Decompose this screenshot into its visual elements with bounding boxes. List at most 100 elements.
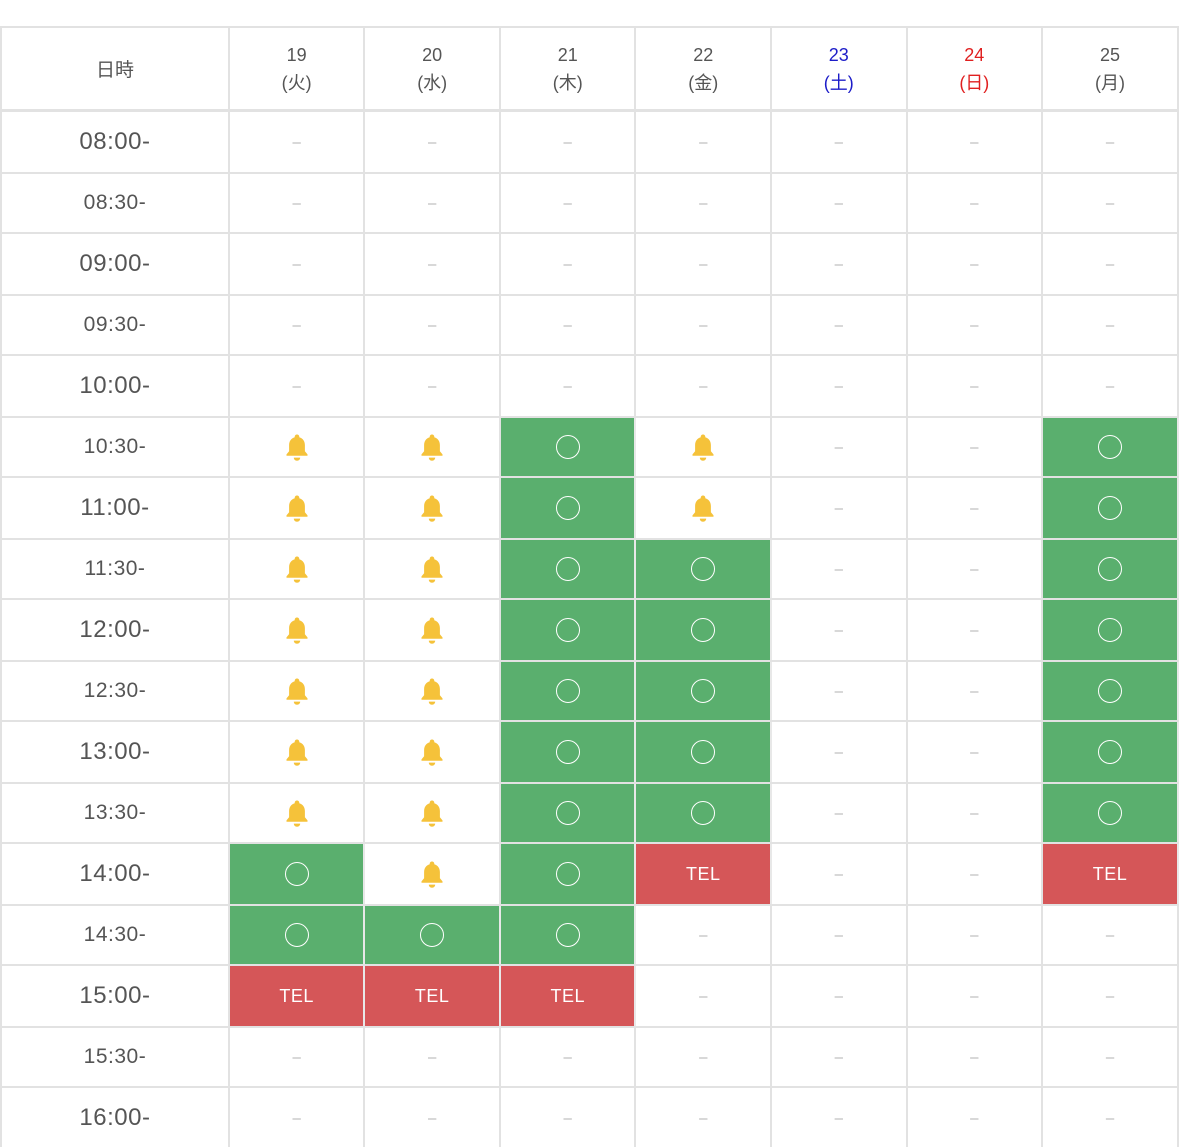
slot-open-button[interactable] <box>500 478 637 538</box>
slot-open-button[interactable] <box>229 844 366 904</box>
slot-open-button[interactable] <box>1043 662 1179 720</box>
slot-waitlist-button[interactable] <box>230 600 366 660</box>
slot-waitlist-button[interactable] <box>230 784 366 842</box>
slot-tel-button[interactable]: TEL <box>229 966 366 1026</box>
slot-open-button[interactable] <box>500 662 637 720</box>
dash-label: – <box>834 499 843 517</box>
slot-open-button[interactable] <box>1043 540 1179 598</box>
bell-icon <box>286 495 308 522</box>
slot-open-button[interactable] <box>500 600 637 660</box>
slot-unavailable: – <box>636 112 773 172</box>
slot-unavailable: – <box>1043 112 1179 172</box>
slot-open-button[interactable] <box>365 906 501 964</box>
slot-open-button[interactable] <box>500 906 637 964</box>
slot-open-button[interactable] <box>636 662 773 720</box>
slot-open-button[interactable] <box>1043 784 1179 842</box>
bell-icon <box>286 739 308 766</box>
day-heading: 19 (火) <box>282 41 312 97</box>
slot-unavailable: – <box>365 1028 501 1086</box>
dash-label: – <box>970 743 979 761</box>
slot-unavailable: – <box>908 112 1044 172</box>
slot-open-button[interactable] <box>636 540 773 598</box>
day-weekday: (水) <box>417 72 448 93</box>
slot-unavailable: – <box>1043 906 1179 964</box>
day-heading: 22 (金) <box>688 41 718 97</box>
slot-tel-button[interactable]: TEL <box>636 844 773 904</box>
circle-icon <box>691 557 716 581</box>
time-slot-row: 13:30- – – <box>0 784 1179 844</box>
slot-tel-button[interactable]: TEL <box>500 966 637 1026</box>
slot-waitlist-button[interactable] <box>365 722 501 782</box>
slot-open-button[interactable] <box>500 418 637 476</box>
slot-unavailable: – <box>230 234 366 294</box>
slot-unavailable: – <box>365 112 501 172</box>
slot-waitlist-button[interactable] <box>230 722 366 782</box>
slot-open-button[interactable] <box>1043 600 1179 660</box>
slot-open-button[interactable] <box>229 906 366 964</box>
bell-icon <box>286 556 308 583</box>
slot-waitlist-button[interactable] <box>365 478 501 538</box>
time-label: 15:30- <box>83 1045 147 1068</box>
slot-unavailable: – <box>636 1088 773 1147</box>
slot-tel-button[interactable]: TEL <box>1043 844 1179 904</box>
slot-open-button[interactable] <box>1043 418 1179 476</box>
time-slot-row: 15:00- TEL TEL TEL – – – – <box>0 966 1179 1028</box>
slot-unavailable: – <box>501 112 637 172</box>
slot-waitlist-button[interactable] <box>230 662 366 720</box>
dash-label: – <box>834 804 843 822</box>
slot-waitlist-button[interactable] <box>365 784 501 842</box>
bell-icon <box>421 617 443 644</box>
slot-open-button[interactable] <box>500 540 637 598</box>
time-cell: 12:00- <box>0 600 230 660</box>
day-date: 21 <box>557 44 578 65</box>
dash-label: – <box>834 438 843 456</box>
slot-unavailable: – <box>908 722 1044 782</box>
slot-waitlist-button[interactable] <box>365 662 501 720</box>
time-label: 13:00- <box>79 738 151 765</box>
slot-waitlist-button[interactable] <box>365 600 501 660</box>
dash-label: – <box>428 255 437 273</box>
bell-icon <box>692 434 714 461</box>
slot-tel-button[interactable]: TEL <box>365 966 501 1026</box>
slot-waitlist-button[interactable] <box>230 540 366 598</box>
slot-unavailable: – <box>772 906 908 964</box>
slot-unavailable: – <box>501 174 637 232</box>
slot-waitlist-button[interactable] <box>636 418 773 476</box>
slot-open-button[interactable] <box>1043 722 1179 782</box>
slot-open-button[interactable] <box>636 722 773 782</box>
slot-open-button[interactable] <box>500 722 637 782</box>
dash-label: – <box>970 987 979 1005</box>
dash-label: – <box>563 316 572 334</box>
slot-waitlist-button[interactable] <box>230 478 366 538</box>
time-cell: 09:30- <box>0 296 230 354</box>
slot-open-button[interactable] <box>500 844 637 904</box>
slot-waitlist-button[interactable] <box>636 478 773 538</box>
dash-label: – <box>834 743 843 761</box>
slot-waitlist-button[interactable] <box>365 540 501 598</box>
slot-unavailable: – <box>1043 966 1179 1026</box>
dash-label: – <box>699 987 708 1005</box>
slot-unavailable: – <box>772 540 908 598</box>
time-cell: 09:00- <box>0 234 230 294</box>
day-weekday: (日) <box>959 72 990 93</box>
slot-unavailable: – <box>772 1028 908 1086</box>
slot-unavailable: – <box>501 1028 637 1086</box>
day-date: 23 <box>828 44 849 65</box>
slot-waitlist-button[interactable] <box>230 418 366 476</box>
slot-unavailable: – <box>365 234 501 294</box>
slot-open-button[interactable] <box>636 784 773 842</box>
dash-label: – <box>699 377 708 395</box>
slot-open-button[interactable] <box>636 600 773 660</box>
slot-waitlist-button[interactable] <box>365 418 501 476</box>
slot-open-button[interactable] <box>500 784 637 842</box>
day-heading: 23 (土) <box>824 41 854 97</box>
slot-open-button[interactable] <box>1043 478 1179 538</box>
slot-waitlist-button[interactable] <box>365 844 501 904</box>
circle-icon <box>1098 679 1123 703</box>
slot-unavailable: – <box>772 1088 908 1147</box>
dash-label: – <box>834 865 843 883</box>
circle-icon <box>1098 557 1123 581</box>
time-slot-row: 14:00- TEL – – TEL <box>0 844 1179 906</box>
time-cell: 10:30- <box>0 418 230 476</box>
day-weekday: (月) <box>1095 72 1126 93</box>
